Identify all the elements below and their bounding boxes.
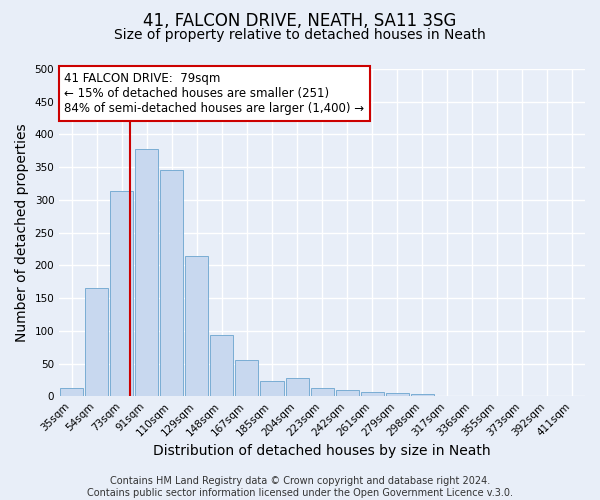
Bar (185, 256, 208, 396)
Bar (335, 390, 359, 396)
Bar (260, 381, 284, 396)
Bar (85, 288, 108, 396)
Bar (60, 388, 83, 396)
Bar (235, 360, 259, 396)
Bar (386, 393, 409, 396)
Text: 41, FALCON DRIVE, NEATH, SA11 3SG: 41, FALCON DRIVE, NEATH, SA11 3SG (143, 12, 457, 30)
Bar (160, 170, 184, 396)
Bar (135, 149, 158, 396)
Bar (411, 394, 434, 396)
Bar (211, 336, 233, 396)
Bar (110, 192, 133, 396)
Bar (311, 388, 334, 396)
X-axis label: Distribution of detached houses by size in Neath: Distribution of detached houses by size … (153, 444, 491, 458)
Y-axis label: Number of detached properties: Number of detached properties (15, 124, 29, 342)
Text: Contains HM Land Registry data © Crown copyright and database right 2024.
Contai: Contains HM Land Registry data © Crown c… (87, 476, 513, 498)
Text: 41 FALCON DRIVE:  79sqm
← 15% of detached houses are smaller (251)
84% of semi-d: 41 FALCON DRIVE: 79sqm ← 15% of detached… (64, 72, 365, 116)
Bar (361, 392, 383, 396)
Bar (286, 378, 308, 396)
Text: Size of property relative to detached houses in Neath: Size of property relative to detached ho… (114, 28, 486, 42)
